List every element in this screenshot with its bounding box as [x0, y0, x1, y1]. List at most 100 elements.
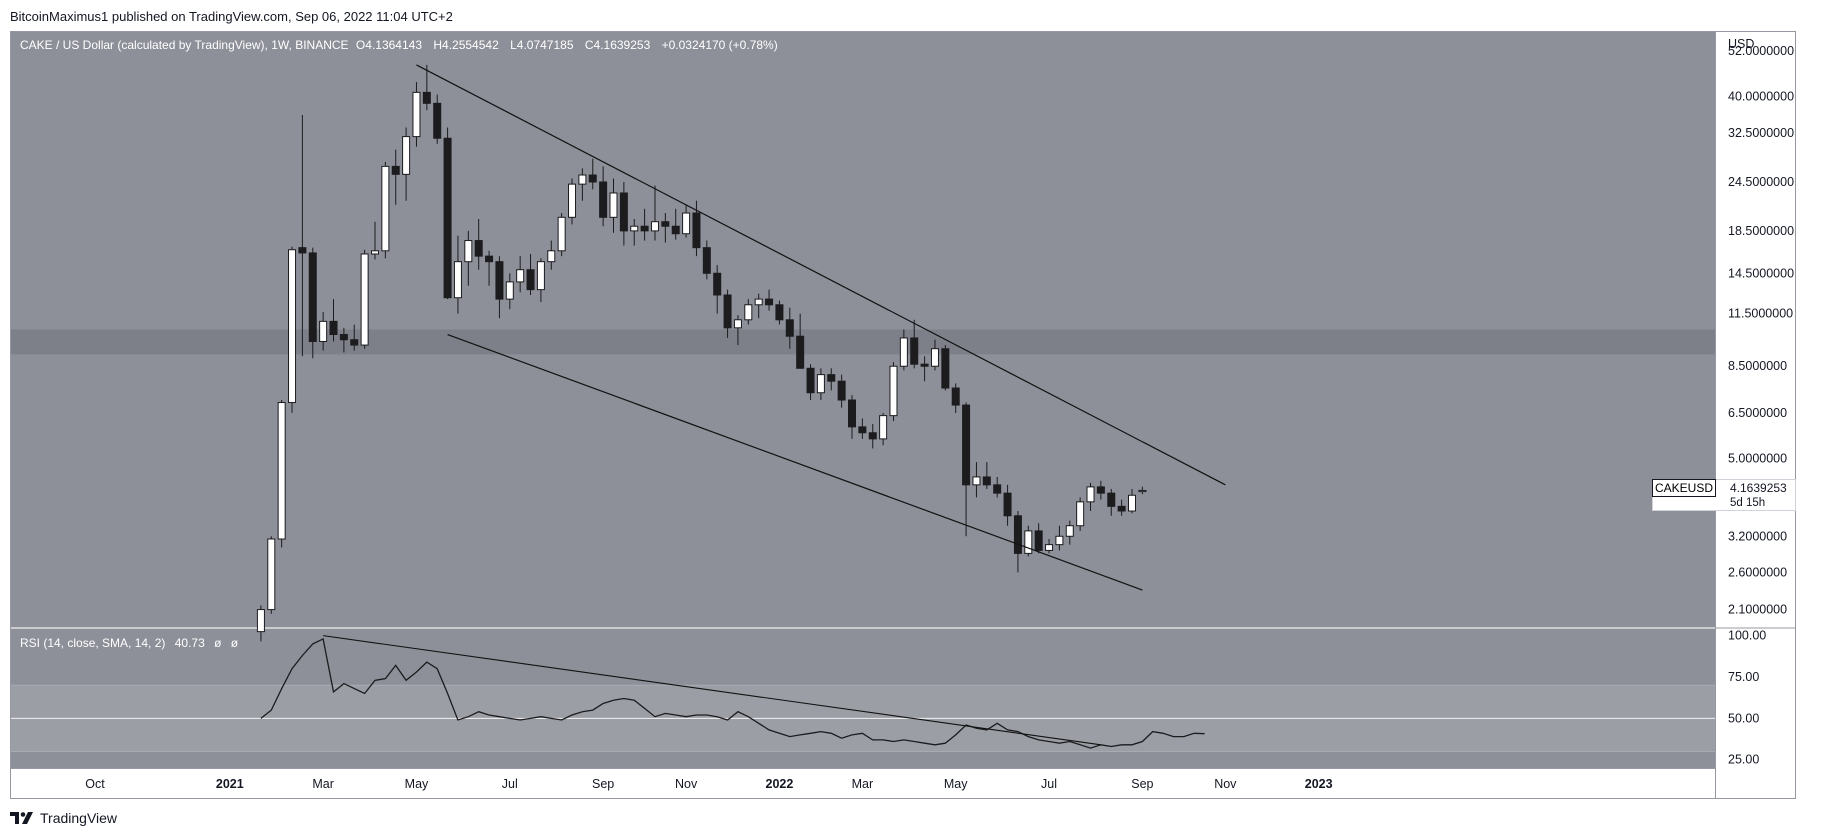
bearish-candle — [1034, 523, 1043, 554]
bullish-candle — [1128, 488, 1136, 514]
bullish-candle — [889, 362, 898, 422]
candle-body — [619, 192, 628, 232]
candle-body — [568, 183, 577, 218]
bearish-candle — [868, 423, 877, 449]
bullish-candle — [972, 462, 981, 498]
candle-body — [868, 432, 877, 440]
month-label: May — [405, 777, 429, 791]
candle-body — [578, 174, 587, 185]
candle-body — [661, 221, 670, 227]
bearish-candle — [339, 327, 348, 353]
year-label: 2021 — [216, 777, 244, 791]
bearish-candle — [485, 250, 494, 286]
bullish-candle — [879, 412, 888, 446]
candle-body — [785, 319, 794, 337]
candle-body — [474, 240, 483, 257]
price-tick-label: 3.2000000 — [1728, 529, 1787, 543]
candle-body — [941, 348, 950, 389]
candle-body — [1117, 505, 1126, 512]
chart-frame — [10, 31, 1796, 799]
bearish-candle — [1117, 499, 1126, 516]
month-label: Oct — [85, 777, 105, 791]
candle-body — [982, 476, 991, 486]
candle-body — [288, 249, 297, 404]
month-label: Sep — [1131, 777, 1153, 791]
candle-body — [391, 165, 400, 175]
candle-body — [837, 380, 846, 401]
tradingview-logo-icon — [10, 812, 33, 824]
price-tick-label: 52.0000000 — [1728, 44, 1794, 58]
rsi-trendline — [323, 635, 1101, 746]
bullish-candle — [930, 339, 939, 371]
bearish-candle — [982, 462, 991, 489]
bullish-candle — [1086, 482, 1095, 512]
tradingview-wordmark: TradingView — [40, 810, 118, 826]
price-axis-background — [1716, 32, 1795, 798]
candle-body — [972, 476, 981, 486]
bullish-candle — [402, 127, 411, 201]
ohlc-low: L4.0747185 — [510, 38, 577, 52]
bullish-candle — [516, 256, 525, 293]
bullish-candle — [816, 368, 825, 401]
candle-body — [650, 221, 659, 232]
candle-body — [702, 247, 711, 274]
rsi-title[interactable]: RSI (14, close, SMA, 14, 2) — [20, 636, 166, 650]
trendline-layer[interactable] — [416, 64, 1226, 591]
month-label: Mar — [312, 777, 334, 791]
candle-body — [547, 250, 556, 263]
month-label: May — [944, 777, 968, 791]
candlestick-series — [256, 64, 1147, 642]
candle-body — [951, 387, 960, 406]
change-value: +0.0324170 (+0.78%) — [661, 38, 778, 52]
tradingview-brand[interactable]: TradingView — [10, 808, 117, 828]
price-tick-label: 6.5000000 — [1728, 406, 1787, 420]
bullish-candle — [547, 240, 556, 270]
time-axis[interactable]: Oct 2021 Mar May Jul Sep Nov 2022 Mar May Jul Sep No… — [85, 777, 1332, 791]
candle-body — [1045, 544, 1054, 551]
bullish-candle — [733, 315, 742, 346]
price-tick-label: 11.5000000 — [1728, 307, 1793, 321]
rsi-tick-label: 50.00 — [1728, 711, 1759, 725]
bullish-candle — [899, 329, 908, 371]
price-tick-label: 5.0000000 — [1728, 452, 1787, 466]
candle-body — [1086, 486, 1095, 503]
candle-body — [381, 165, 390, 252]
bullish-candle — [453, 235, 462, 314]
month-label: Nov — [675, 777, 698, 791]
rsi-band-layer — [11, 684, 1715, 752]
bearish-candle — [671, 208, 680, 240]
price-tick-label: 24.5000000 — [1728, 175, 1794, 189]
upper-resistance-trendline — [416, 64, 1226, 486]
candle-body — [1055, 535, 1064, 546]
bearish-candle — [391, 149, 400, 205]
candle-body — [319, 320, 328, 342]
bullish-candle — [754, 293, 763, 319]
bullish-candle — [568, 178, 577, 225]
candle-body — [889, 365, 898, 417]
bearish-candle — [723, 289, 732, 338]
last-price-value: 4.1639253 — [1730, 481, 1787, 495]
candle-body — [858, 426, 867, 434]
rsi-axis[interactable]: 100.00 75.00 50.00 25.00 — [1728, 629, 1766, 767]
close-label: C — [584, 38, 594, 52]
price-tick-label: 40.0000000 — [1728, 90, 1794, 104]
candle-body — [1065, 525, 1074, 537]
candle-body — [453, 261, 462, 299]
candle-body — [671, 225, 680, 235]
candle-body — [339, 334, 348, 341]
candle-body — [1107, 492, 1116, 507]
symbol-title[interactable]: CAKE / US Dollar (calculated by TradingV… — [20, 38, 349, 52]
candle-body — [920, 363, 929, 367]
candle-body — [816, 374, 825, 394]
bearish-candle — [858, 418, 867, 439]
bearish-candle — [474, 219, 483, 270]
candle-body — [433, 102, 442, 139]
bearish-candle — [1107, 488, 1116, 516]
candle-body — [630, 225, 639, 232]
month-label: Nov — [1214, 777, 1237, 791]
bearish-candle — [443, 127, 452, 300]
support-resistance-zone — [11, 329, 1715, 355]
price-axis[interactable]: USD 52.0000000 40.0000000 32.5000000 24.500… — [1728, 37, 1794, 617]
open-label: O — [355, 38, 366, 52]
